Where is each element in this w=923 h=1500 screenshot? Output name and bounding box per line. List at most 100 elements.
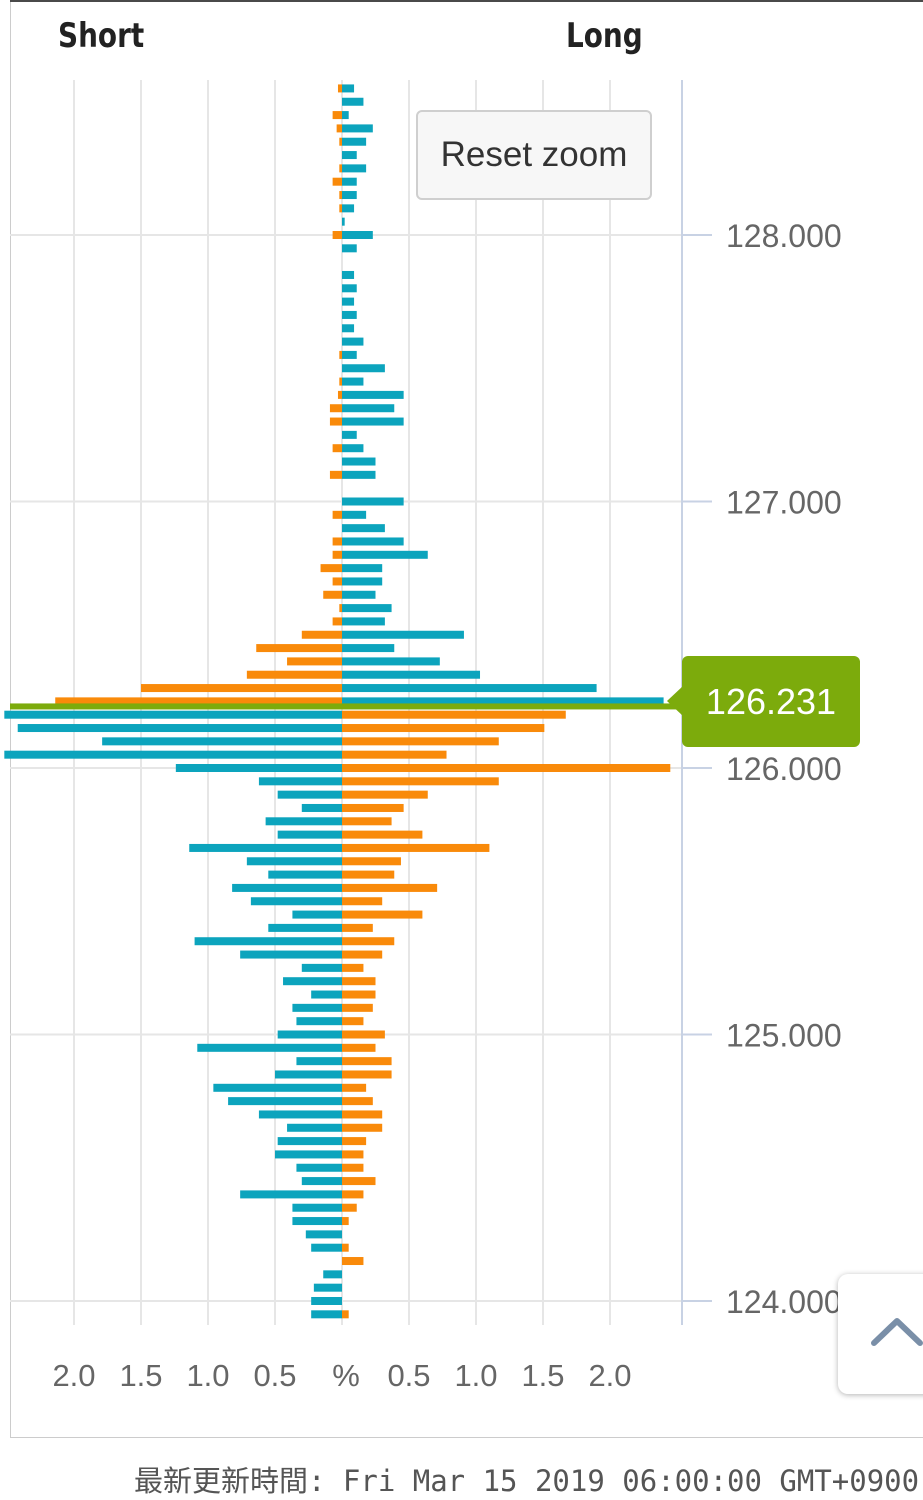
x-axis-tick-label: 1.5 <box>521 1358 564 1393</box>
long-bar-order <box>342 883 438 892</box>
long-bar-order <box>342 817 392 826</box>
short-bar-order <box>332 510 342 519</box>
short-bar-position <box>265 817 342 826</box>
short-bar-order <box>55 697 343 706</box>
short-bar-order <box>320 564 342 573</box>
short-bar-position <box>301 1177 342 1186</box>
short-bar-position <box>313 1283 342 1292</box>
short-bar-position <box>292 1203 342 1212</box>
long-bar-position <box>342 670 481 679</box>
short-bar-position <box>292 1217 342 1226</box>
long-bar-order <box>342 777 499 786</box>
long-header: Long <box>566 16 643 56</box>
short-bar-position <box>301 803 342 812</box>
short-bar-order <box>332 444 342 453</box>
short-bar-order <box>332 111 342 120</box>
long-bar-order <box>342 963 364 972</box>
long-bar-position <box>342 684 597 693</box>
short-bar-position <box>277 1030 342 1039</box>
long-bar-position <box>342 470 376 479</box>
short-bar-position <box>275 1150 342 1159</box>
long-bar-position <box>342 350 357 359</box>
long-bar-order <box>342 937 395 946</box>
long-bar-position <box>342 377 364 386</box>
chevron-up-icon <box>871 1318 923 1346</box>
long-bar-position <box>342 390 404 399</box>
long-bar-position <box>342 657 440 666</box>
short-bar-order <box>332 550 342 559</box>
short-bar-position <box>275 1070 342 1079</box>
short-bar-order <box>301 630 342 639</box>
long-bar-order <box>342 843 490 852</box>
x-axis-tick-label: 2.0 <box>52 1358 95 1393</box>
short-bar-order <box>332 537 342 546</box>
long-bar-order <box>342 1070 392 1079</box>
long-bar-order <box>342 724 545 733</box>
short-bar-position <box>189 843 342 852</box>
short-bar-position <box>194 937 342 946</box>
current-price-line <box>10 703 682 710</box>
long-bar-order <box>342 897 383 906</box>
short-bar-order <box>339 204 342 213</box>
long-bar-position <box>342 177 357 186</box>
long-bar-order <box>342 1043 376 1052</box>
short-bar-order <box>339 137 342 146</box>
short-bar-position <box>323 1270 342 1279</box>
short-bar-order <box>246 670 342 679</box>
long-bar-position <box>342 417 404 426</box>
long-bar-position <box>342 97 364 106</box>
short-bar-order <box>339 164 342 173</box>
short-bar-position <box>17 724 342 733</box>
long-bar-order <box>342 803 404 812</box>
short-bar-position <box>4 750 342 759</box>
short-bar-position <box>305 1230 342 1239</box>
short-bar-position <box>240 950 342 959</box>
long-bar-order <box>342 1097 373 1106</box>
short-bar-position <box>292 1003 342 1012</box>
long-bar-position <box>342 270 355 279</box>
short-bar-position <box>175 764 342 772</box>
long-bar-order <box>342 710 566 719</box>
x-axis-tick-label: 0.5 <box>387 1358 430 1393</box>
long-bar-position <box>342 564 383 573</box>
long-bar-order <box>342 1017 364 1026</box>
short-bar-order <box>329 417 342 426</box>
short-bar-order <box>337 390 342 399</box>
short-bar-position <box>287 1123 342 1132</box>
x-axis-tick-label: 2.0 <box>588 1358 631 1393</box>
short-bar-position <box>277 830 342 839</box>
long-bar-position <box>342 404 395 413</box>
short-bar-position <box>102 737 342 746</box>
long-bar-order <box>342 990 376 999</box>
long-bar-order <box>342 1203 357 1212</box>
short-bar-order <box>339 377 342 386</box>
reset-zoom-button[interactable]: Reset zoom <box>416 110 652 200</box>
long-bar-position <box>342 324 355 333</box>
short-bar-position <box>250 897 342 906</box>
long-bar-position <box>342 537 404 546</box>
long-bar-order <box>342 1243 349 1252</box>
short-bar-order <box>339 604 342 613</box>
short-bar-order <box>332 617 342 626</box>
x-axis-tick-label: 1.5 <box>119 1358 162 1393</box>
short-bar-order <box>141 684 342 693</box>
order-book-chart: 128.000 127.000 126.000 125.000 124.000 2.0 1.… <box>4 80 842 1393</box>
long-bar-order <box>342 1190 364 1199</box>
long-bar-order <box>342 857 401 866</box>
long-bar-position <box>342 590 376 599</box>
long-bar-position <box>342 244 357 253</box>
short-bar-position <box>4 710 342 719</box>
long-bar-order <box>342 1137 367 1146</box>
long-bar-position <box>342 550 428 559</box>
short-bar-position <box>296 1163 342 1172</box>
long-bar-position <box>342 617 385 626</box>
long-bar-position <box>342 231 373 239</box>
scroll-to-top-button[interactable] <box>838 1274 923 1394</box>
long-bar-order <box>342 1217 349 1226</box>
long-bar-position <box>342 604 392 613</box>
long-bar-order <box>342 1030 385 1039</box>
long-bar-order <box>342 1310 349 1319</box>
long-bar-position <box>342 430 357 439</box>
y-axis-tick-label: 125.000 <box>726 1018 842 1054</box>
short-bar-position <box>311 1310 342 1319</box>
